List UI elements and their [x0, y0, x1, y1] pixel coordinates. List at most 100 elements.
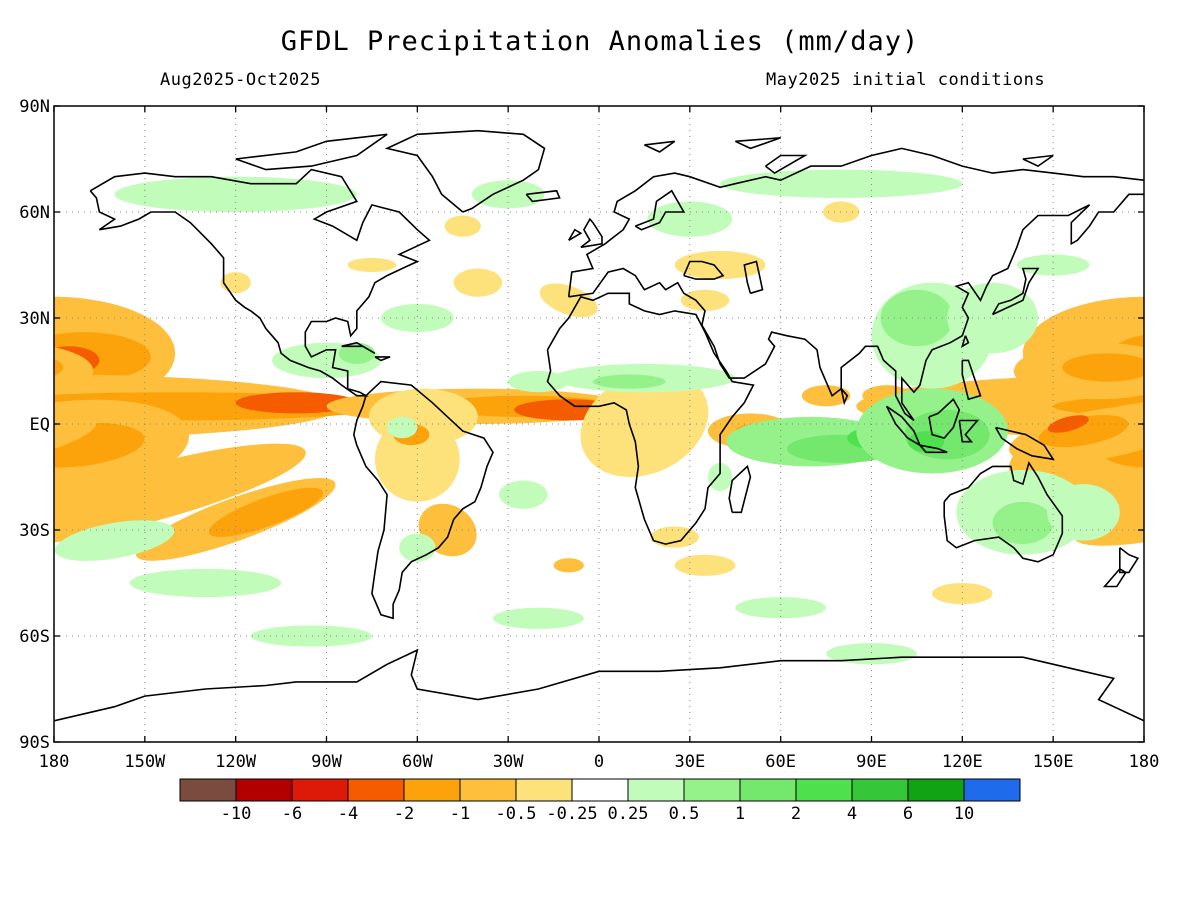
wet-anomaly-region — [1142, 513, 1200, 569]
wet-anomaly-region — [471, 180, 545, 209]
coastline — [634, 189, 686, 231]
dry-anomaly-region — [220, 272, 251, 294]
wet-anomaly-region — [1047, 484, 1120, 541]
colorbar-label: 1 — [735, 804, 745, 824]
colorbar-swatch — [739, 778, 797, 802]
lon-label: 60W — [402, 752, 433, 772]
colorbar-label: 2 — [791, 804, 801, 824]
dry-anomaly-region — [54, 422, 145, 468]
map-title: GFDL Precipitation Anomalies (mm/day) — [280, 26, 920, 57]
colorbar-swatch — [459, 778, 517, 802]
colorbar-label: 4 — [847, 804, 857, 824]
coastline — [374, 356, 391, 362]
valid-period-label: Aug2025-Oct2025 — [160, 70, 322, 90]
dry-anomaly-region — [539, 283, 598, 318]
colorbar-label: 0.25 — [608, 804, 649, 824]
lon-label: 30W — [493, 752, 524, 772]
coastline — [1119, 547, 1140, 574]
lon-label: 150E — [1033, 752, 1074, 772]
wet-anomaly-region — [735, 597, 827, 619]
dry-anomaly-region — [650, 526, 699, 548]
colorbar-swatch — [291, 778, 349, 802]
lat-label: EQ — [30, 415, 50, 435]
dry-anomaly-region — [54, 347, 94, 395]
colorbar-swatch — [515, 778, 573, 802]
colorbar-swatch — [907, 778, 965, 802]
lon-label: 180 — [39, 752, 70, 772]
lat-label: 30S — [19, 521, 50, 541]
wet-anomaly-region — [826, 643, 917, 665]
dry-anomaly-region — [444, 215, 481, 237]
colorbar-swatch — [571, 778, 629, 802]
coastline — [765, 154, 808, 175]
dry-anomaly-region — [674, 554, 736, 576]
lat-label: 90N — [19, 97, 50, 117]
colorbar-label: -2 — [394, 804, 414, 824]
coastline — [546, 292, 755, 545]
dry-anomaly-region — [453, 268, 503, 297]
dry-anomaly-region — [823, 201, 860, 223]
coastline — [54, 648, 1144, 722]
lon-label: 90W — [311, 752, 342, 772]
wet-anomaly-region — [647, 201, 733, 237]
wet-anomaly-region — [720, 169, 963, 198]
coastline — [1022, 154, 1054, 168]
dry-anomaly-region — [580, 371, 709, 477]
dry-anomaly-region — [1062, 353, 1144, 382]
lon-label: 90E — [856, 752, 887, 772]
coastline — [734, 137, 781, 150]
lat-label: 60N — [19, 203, 50, 223]
colorbar-label: -1 — [450, 804, 470, 824]
wet-anomaly-region — [992, 501, 1054, 545]
dry-anomaly-region — [553, 558, 584, 573]
graticule — [54, 106, 1144, 742]
coastline — [840, 388, 849, 406]
lon-label: 120W — [215, 752, 257, 772]
colorbar: -10 -6 -4 -2 -1 -0.5 -0.25 0.25 0.5 1 2 4 6 10 — [179, 778, 1021, 824]
wet-anomaly-region — [129, 568, 282, 598]
anomaly-shading — [54, 169, 1200, 665]
lon-label: 60E — [765, 752, 796, 772]
lon-label: 120E — [942, 752, 983, 772]
colorbar-label: 6 — [903, 804, 913, 824]
coastline — [919, 444, 948, 454]
dry-anomaly-region — [208, 487, 324, 537]
colorbar-swatch — [627, 778, 685, 802]
wet-anomaly-region — [381, 303, 454, 333]
dry-anomaly-region — [54, 443, 306, 546]
coastline — [644, 140, 676, 153]
wet-anomaly-region — [499, 480, 548, 509]
coastline — [568, 228, 583, 241]
lon-label: 30E — [674, 752, 705, 772]
coastline — [994, 426, 1055, 461]
colorbar-swatch — [851, 778, 909, 802]
lat-label: 30N — [19, 309, 50, 329]
wet-anomaly-region — [508, 371, 569, 393]
colorbar-swatch — [795, 778, 853, 802]
dry-anomaly-region — [54, 358, 64, 376]
coastline — [943, 460, 1064, 563]
coastline — [960, 335, 970, 349]
coastline — [235, 133, 388, 171]
coastline — [352, 380, 494, 620]
colorbar-swatch — [403, 778, 461, 802]
lat-label: 60S — [19, 627, 50, 647]
colorbar-label: -10 — [221, 804, 252, 824]
coastline — [743, 260, 764, 295]
initial-conditions-label: May2025 initial conditions — [766, 70, 1046, 90]
dry-anomaly-region — [347, 257, 397, 273]
dry-anomaly-region — [674, 250, 766, 280]
coastline — [683, 260, 725, 280]
wet-anomaly-region — [399, 533, 436, 562]
lat-label: 90S — [19, 733, 50, 753]
coastline — [567, 147, 1144, 297]
coastline — [961, 359, 982, 401]
lon-label: 150W — [124, 752, 166, 772]
coastline — [728, 464, 752, 514]
coastline — [928, 398, 961, 440]
colorbar-swatch — [683, 778, 741, 802]
coastline — [384, 129, 546, 213]
wet-anomaly-region — [947, 282, 1039, 354]
